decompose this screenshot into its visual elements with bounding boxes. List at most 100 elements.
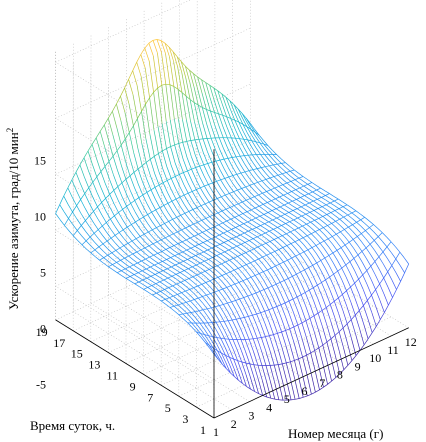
mesh-line-hour (199, 164, 204, 167)
gridline-z-back (55, 139, 251, 231)
mesh-line-month (236, 339, 242, 351)
mesh-line-month (317, 298, 323, 311)
mesh-line-month (305, 218, 311, 223)
mesh-line-month (124, 251, 129, 257)
mesh-line-hour (141, 258, 146, 262)
mesh-line-month (338, 208, 344, 213)
mesh-line-month (126, 217, 132, 225)
mesh-line-hour (115, 247, 121, 251)
mesh-line-month (178, 309, 184, 315)
mesh-line-month (347, 220, 353, 225)
mesh-line-month (232, 247, 238, 252)
mesh-line-month (250, 277, 256, 284)
mesh-line-month (301, 307, 307, 321)
mesh-line-month (297, 324, 303, 340)
mesh-line-hour (336, 231, 341, 235)
mesh-line-hour (230, 216, 235, 220)
mesh-line-month (196, 269, 202, 274)
mesh-line-month (330, 217, 336, 222)
mesh-line-month (329, 289, 335, 302)
mesh-line-month (134, 200, 140, 210)
mesh-line-month (164, 294, 170, 298)
mesh-line-month (173, 305, 179, 311)
mesh-line-month (379, 283, 385, 295)
mesh-line-month (248, 240, 254, 244)
mesh-line-month (97, 229, 103, 236)
mesh-line-month (253, 378, 259, 394)
mesh-line-month (236, 349, 243, 363)
mesh-line-hour (350, 314, 356, 320)
mesh-line-month (163, 270, 168, 274)
mesh-line-hour (221, 273, 227, 276)
mesh-line-hour (325, 304, 331, 308)
mesh-line-month (193, 102, 199, 123)
mesh-line-hour (182, 249, 187, 253)
mesh-line-month (288, 288, 294, 300)
mesh-line-hour (313, 284, 318, 288)
mesh-line-hour (205, 280, 211, 283)
mesh-line-hour (325, 202, 331, 206)
mesh-line-month (217, 277, 223, 283)
mesh-line-month (160, 239, 166, 245)
mesh-line-month (232, 329, 238, 340)
mesh-line-hour (114, 232, 120, 236)
mesh-line-month (99, 253, 104, 258)
mesh-line-month (222, 227, 228, 232)
mesh-line-month (208, 335, 214, 344)
mesh-line-hour (275, 196, 280, 200)
mesh-line-month (226, 280, 232, 286)
mesh-line-month (68, 218, 74, 225)
mesh-line-month (171, 190, 177, 200)
mesh-line-month (180, 215, 186, 222)
mesh-line-hour (277, 331, 282, 334)
mesh-line-hour (106, 237, 112, 242)
mesh-line-hour (168, 218, 173, 222)
mesh-line-month (274, 193, 280, 198)
mesh-line-month (221, 359, 227, 369)
mesh-line-month (262, 263, 268, 271)
mesh-line-hour (166, 257, 171, 260)
mesh-line-month (251, 304, 257, 315)
mesh-line-month (243, 139, 249, 148)
mesh-line-hour (106, 218, 111, 223)
mesh-line-month (263, 289, 269, 299)
mesh-line-month (269, 335, 275, 350)
mesh-line-hour (203, 308, 208, 311)
mesh-line-month (132, 247, 138, 253)
mesh-line-month (225, 106, 232, 119)
mesh-line-month (263, 271, 268, 279)
mesh-line-hour (259, 271, 264, 274)
mesh-line-hour (298, 237, 304, 241)
mesh-line-month (354, 297, 360, 311)
mesh-line-month (391, 252, 397, 260)
mesh-line-hour (353, 254, 359, 259)
mesh-line-month (232, 339, 238, 351)
mesh-line-month (162, 150, 168, 167)
mesh-line-hour (275, 206, 281, 210)
mesh-line-month (156, 292, 162, 297)
mesh-line-month (149, 134, 155, 157)
mesh-line-month (137, 148, 143, 166)
mesh-line-month (266, 380, 272, 399)
mesh-line-month (202, 296, 208, 303)
mesh-line-month (129, 266, 134, 271)
mesh-line-month (273, 349, 279, 365)
mesh-line-hour (231, 300, 236, 303)
mesh-line-month (172, 210, 177, 218)
mesh-line-hour (189, 287, 194, 290)
mesh-line-hour (263, 287, 269, 290)
mesh-line-month (220, 345, 226, 356)
mesh-line-month (339, 218, 345, 224)
mesh-line-month (346, 290, 352, 303)
mesh-line-month (169, 119, 175, 145)
mesh-line-hour (324, 255, 330, 259)
mesh-line-hour (225, 271, 231, 275)
mesh-line-hour (239, 297, 244, 300)
mesh-line-hour (297, 215, 302, 219)
mesh-line-hour (280, 280, 285, 283)
mesh-line-month (93, 233, 99, 240)
mesh-line-month (300, 282, 306, 293)
mesh-line-month (200, 205, 206, 212)
mesh-line-month (186, 119, 192, 141)
mesh-line-month (164, 289, 170, 293)
